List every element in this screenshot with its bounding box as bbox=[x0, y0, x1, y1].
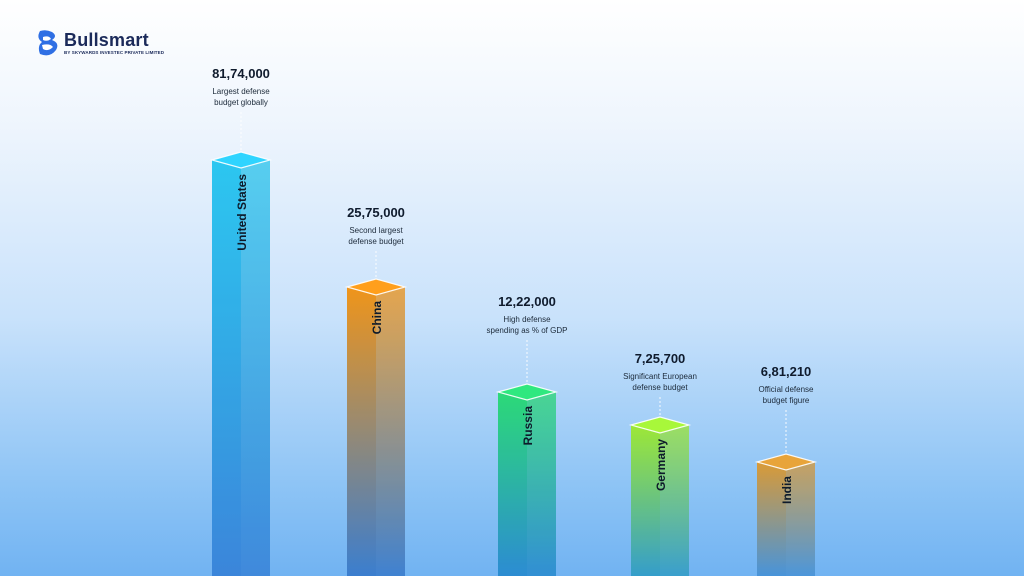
bar-face-right bbox=[527, 392, 556, 576]
bar-russia: Russia 12,22,000 High defense spending as %… bbox=[487, 294, 568, 576]
category-label: Russia bbox=[521, 406, 535, 446]
annotation-text: Largest defense bbox=[212, 87, 270, 96]
bar-germany: Germany 7,25,700 Significant European defen… bbox=[623, 351, 697, 576]
bar-face-right bbox=[786, 462, 815, 576]
bar-shade bbox=[631, 425, 689, 576]
bar-cap bbox=[495, 383, 559, 401]
value-label: 7,25,700 bbox=[635, 351, 686, 366]
annotation-text: Second largest bbox=[349, 226, 403, 235]
bar-shade bbox=[347, 287, 405, 576]
bar-shade bbox=[498, 392, 556, 576]
bar-face-right bbox=[660, 425, 689, 576]
bar-face-right bbox=[241, 160, 270, 576]
brand-logo: Bullsmart BY SKYWARDS INVESTEC PRIVATE L… bbox=[34, 28, 184, 60]
value-label: 6,81,210 bbox=[761, 364, 812, 379]
bar-face-right bbox=[376, 287, 405, 576]
bar-india: India 6,81,210 Official defense budget figu… bbox=[754, 364, 818, 576]
brand-tagline: BY SKYWARDS INVESTEC PRIVATE LIMITED bbox=[64, 50, 165, 55]
bar-face-left bbox=[631, 425, 660, 576]
bar-face-left bbox=[498, 392, 527, 576]
annotation-text: High defense bbox=[503, 315, 551, 324]
annotation-text: defense budget bbox=[632, 383, 688, 392]
bar-shade bbox=[212, 160, 270, 576]
bar-united-states: United States 81,74,000 Largest defense bud… bbox=[209, 66, 273, 576]
bar-face-left bbox=[757, 462, 786, 576]
annotation-text: budget globally bbox=[214, 98, 268, 107]
bar-cap bbox=[209, 151, 273, 169]
annotation-text: budget figure bbox=[763, 396, 810, 405]
value-label: 12,22,000 bbox=[498, 294, 556, 309]
category-label: United States bbox=[235, 174, 249, 251]
bar-face-left bbox=[347, 287, 376, 576]
bar-china: China 25,75,000 Second largest defense budg… bbox=[344, 205, 408, 576]
category-label: India bbox=[780, 476, 794, 504]
bar-shade bbox=[757, 462, 815, 576]
annotation-text: Official defense bbox=[759, 385, 815, 394]
value-label: 81,74,000 bbox=[212, 66, 270, 81]
bar-cap bbox=[344, 278, 408, 296]
bull-logo-icon bbox=[38, 30, 58, 56]
annotation-text: Significant European bbox=[623, 372, 697, 381]
bar-face-left bbox=[212, 160, 241, 576]
category-label: China bbox=[370, 301, 384, 335]
brand-name: Bullsmart bbox=[64, 30, 149, 50]
bar-cap bbox=[754, 453, 818, 471]
annotation-text: spending as % of GDP bbox=[487, 326, 568, 335]
annotation-text: defense budget bbox=[348, 237, 404, 246]
bar-cap bbox=[628, 416, 692, 434]
category-label: Germany bbox=[654, 439, 668, 491]
value-label: 25,75,000 bbox=[347, 205, 405, 220]
